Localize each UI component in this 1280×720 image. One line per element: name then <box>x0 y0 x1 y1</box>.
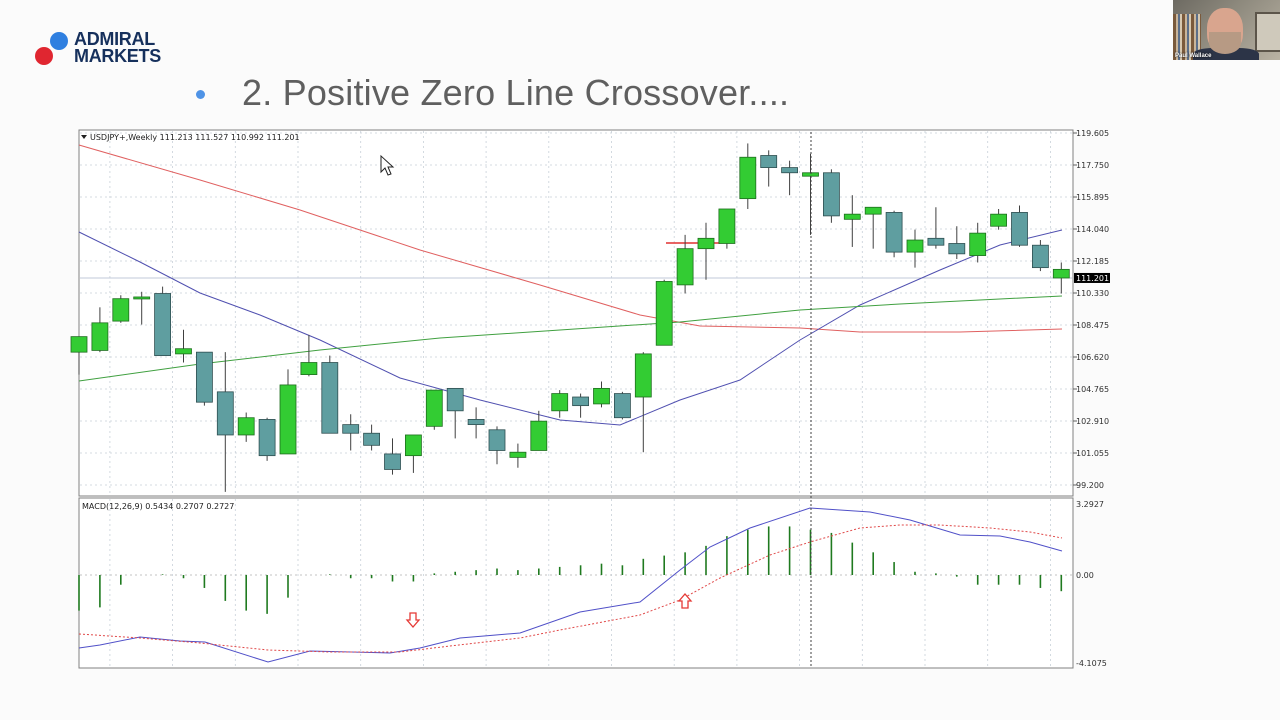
candle <box>655 281 673 346</box>
picture-frame <box>1255 12 1280 52</box>
price-tick: 114.040 <box>1076 225 1109 234</box>
candle <box>404 434 422 457</box>
macd-tick: 0.00 <box>1076 571 1094 580</box>
candle <box>927 237 945 246</box>
chart-header: USDJPY+,Weekly 111.213 111.527 110.992 1… <box>90 133 300 142</box>
slide-title-text: 2. Positive Zero Line Crossover.... <box>242 72 790 113</box>
arrow-down-icon <box>405 612 421 628</box>
candle <box>133 296 151 300</box>
candle <box>467 419 485 426</box>
collapse-triangle-icon[interactable] <box>81 135 87 139</box>
candle <box>572 396 589 407</box>
candle <box>488 429 506 451</box>
candle <box>321 362 339 434</box>
candlesticks <box>70 143 1070 492</box>
price-tick: 99.200 <box>1076 481 1104 490</box>
candle <box>551 393 569 412</box>
macd-header: MACD(12,26,9) 0.5434 0.2707 0.2727 <box>82 502 234 511</box>
candle <box>509 451 527 458</box>
candle <box>1032 244 1049 269</box>
candle <box>363 432 381 446</box>
price-tick: 102.910 <box>1076 417 1109 426</box>
candle <box>739 156 757 200</box>
candle <box>634 353 652 398</box>
candle <box>446 387 464 412</box>
price-panel[interactable] <box>78 129 1074 497</box>
macd-lines <box>78 507 1063 663</box>
candle <box>990 213 1007 227</box>
candle <box>175 348 192 355</box>
candle <box>885 212 903 253</box>
macd-panel[interactable] <box>78 497 1074 669</box>
candle <box>425 389 443 427</box>
price-tick: 115.895 <box>1076 193 1109 202</box>
candle <box>948 243 966 255</box>
price-tick: 119.605 <box>1076 129 1109 138</box>
candle <box>676 248 694 286</box>
candle <box>718 208 736 244</box>
candle <box>195 351 213 403</box>
candle <box>614 393 631 419</box>
candle <box>279 384 297 455</box>
price-grid <box>80 131 1072 495</box>
candle <box>760 155 778 168</box>
crossover-arrows <box>405 593 693 628</box>
slide-title: 2. Positive Zero Line Crossover.... <box>196 72 789 114</box>
candle <box>530 420 548 451</box>
presenter-beard <box>1209 32 1241 54</box>
price-tick: 108.475 <box>1076 321 1109 330</box>
candle <box>593 387 610 405</box>
candle <box>843 213 861 220</box>
price-tick: 110.330 <box>1076 289 1109 298</box>
candle <box>342 424 360 434</box>
candle <box>906 239 924 253</box>
candle <box>384 453 401 470</box>
presenter-name: Paul Wallace <box>1175 53 1212 59</box>
candle <box>91 322 109 351</box>
candle <box>864 206 882 215</box>
candle <box>237 417 255 436</box>
candle <box>969 232 987 256</box>
candle <box>154 293 172 357</box>
candle <box>112 298 130 322</box>
arrow-up-icon <box>677 593 693 609</box>
candle <box>781 167 798 174</box>
mouse-cursor-icon <box>380 154 395 176</box>
presenter-body <box>1193 48 1259 60</box>
price-tick: 106.620 <box>1076 353 1109 362</box>
candle <box>823 172 840 217</box>
moving-averages <box>78 144 1063 426</box>
admiral-markets-logo: ADMIRAL MARKETS <box>34 30 164 70</box>
macd-tick: 3.2927 <box>1076 500 1104 509</box>
logo-text: ADMIRAL MARKETS <box>74 29 161 66</box>
presenter-webcam: Paul Wallace <box>1173 0 1280 60</box>
logo-red-dot-icon <box>35 47 53 65</box>
candle <box>1052 268 1070 279</box>
price-tick: 104.765 <box>1076 385 1109 394</box>
macd-grid <box>80 499 1072 667</box>
candle <box>1011 212 1028 246</box>
current-price-label: 111.201 <box>1076 274 1109 283</box>
bullet-icon <box>196 89 205 99</box>
price-tick: 101.055 <box>1076 449 1109 458</box>
candle <box>70 336 88 353</box>
candle <box>300 362 318 375</box>
macd-axis: 3.2927 0.00 -4.1075 <box>1076 500 1107 668</box>
price-axis: 119.605 117.750 115.895 114.040 112.185 110.3… <box>1073 129 1110 490</box>
price-tick: 117.750 <box>1076 161 1109 170</box>
price-tick: 112.185 <box>1076 257 1109 266</box>
candle <box>697 237 715 250</box>
candle <box>258 419 276 457</box>
candle <box>216 391 234 436</box>
logo-blue-dot-icon <box>50 32 68 50</box>
macd-tick: -4.1075 <box>1076 659 1107 668</box>
